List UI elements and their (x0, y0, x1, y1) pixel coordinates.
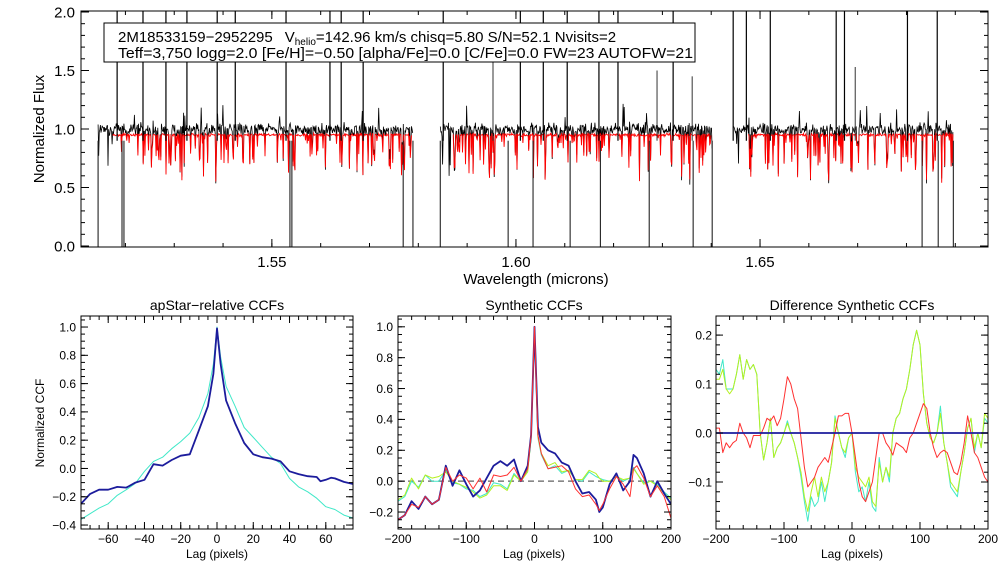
y-tick-label: 0.6 (376, 382, 393, 396)
apstar-title: apStar−relative CCFs (150, 297, 284, 313)
apstar-xlabel: Lag (pixels) (186, 547, 248, 561)
x-tick-label: −60 (98, 532, 119, 546)
plot-area (398, 325, 671, 521)
model-spectrum-line (747, 131, 954, 183)
y-tick-label: 0.0 (376, 474, 393, 488)
y-tick-label: −0.4 (52, 518, 76, 532)
apstar-ccf-panel: −60 −40 −20 0 20 40 60 −0.4 −0.2 0.0 0.2 0.4 0.6 0.8 1… (52, 315, 354, 546)
x-tick-label: 100 (910, 532, 930, 546)
y-tick-label: 1.0 (54, 121, 75, 138)
apstar-ylabel: Normalized CCF (33, 379, 47, 468)
synthetic-title: Synthetic CCFs (485, 297, 582, 313)
y-tick-label: 0.4 (59, 405, 76, 419)
annotation-line-2: Teff=3,750 logg=2.0 [Fe/H]=−0.50 [alpha/… (118, 45, 693, 62)
plot-area (81, 326, 353, 520)
x-tick-label: 0 (849, 532, 856, 546)
x-tick-label: −200 (702, 532, 729, 546)
x-tick-label: 0 (214, 532, 221, 546)
y-tick-label: 0.4 (376, 413, 393, 427)
spectrum-xlabel: Wavelength (microns) (463, 271, 608, 288)
y-tick-label: 1.0 (376, 320, 393, 334)
plot-frame (715, 315, 989, 530)
difference-title: Difference Synthetic CCFs (770, 297, 935, 313)
annotation-line-1: 2M18533159−2952295 Vhelio=142.96 km/s chi… (118, 29, 616, 48)
y-tick-label: −0.1 (688, 475, 712, 489)
y-tick-label: 0.2 (376, 444, 393, 458)
y-tick-label: 1.0 (59, 320, 76, 334)
ccf-series-red (398, 326, 671, 521)
star-id: 2M18533159−2952295 (118, 29, 273, 46)
x-tick-label: −100 (770, 532, 797, 546)
x-tick-label: 200 (978, 532, 998, 546)
v-subscript: helio (295, 37, 317, 48)
y-tick-label: 0.0 (54, 238, 75, 255)
ccf-series-visit-2 (81, 327, 353, 505)
x-tick-label: 1.60 (501, 254, 530, 271)
y-tick-label: 0.8 (59, 349, 76, 363)
difference-xlabel: Lag (pixels) (821, 547, 883, 561)
ccf-series-navy (398, 325, 671, 521)
difference-ccf-panel: −200 −100 0 100 200 −0.1 0.0 0.1 0.2 (688, 315, 998, 546)
plot-frame (80, 315, 354, 530)
x-tick-label: −40 (134, 532, 155, 546)
x-tick-label: −100 (453, 532, 480, 546)
y-tick-label: −0.2 (369, 505, 393, 519)
y-tick-label: 0.6 (59, 377, 76, 391)
x-tick-label: 20 (247, 532, 261, 546)
x-tick-label: −20 (171, 532, 192, 546)
y-tick-label: 0.0 (59, 462, 76, 476)
ccf-series-yellow-green (716, 329, 988, 512)
x-tick-label: 40 (283, 532, 297, 546)
x-tick-label: 0 (531, 532, 538, 546)
ccf-series-visit-1 (81, 326, 353, 520)
y-tick-label: 0.2 (695, 328, 712, 342)
synthetic-ccf-panel: −200 −100 0 100 200 −0.2 0.0 0.2 0.4 0.6 0.8 1.0 (369, 315, 681, 546)
model-spectrum-line (112, 131, 412, 182)
y-tick-label: 0.1 (695, 377, 712, 391)
x-tick-label: 60 (319, 532, 333, 546)
y-tick-label: 0.5 (54, 180, 75, 197)
ccf-series-red (716, 376, 988, 503)
y-tick-label: 0.0 (695, 426, 712, 440)
annotation-box (103, 22, 696, 63)
y-tick-label: 2.0 (54, 4, 75, 21)
y-tick-label: 0.2 (59, 433, 76, 447)
y-tick-label: −0.2 (52, 490, 76, 504)
x-tick-label: 1.65 (745, 254, 774, 271)
x-tick-label: −200 (384, 532, 411, 546)
x-tick-label: 200 (661, 532, 681, 546)
x-tick-label: 100 (593, 532, 613, 546)
synthetic-xlabel: Lag (pixels) (503, 547, 565, 561)
y-tick-label: 0.8 (376, 351, 393, 365)
model-spectrum-line (452, 131, 712, 182)
spectrum-ylabel: Normalized Flux (31, 74, 48, 183)
plot-area (716, 329, 988, 522)
x-tick-label: 1.55 (257, 254, 286, 271)
y-tick-label: 1.5 (54, 63, 75, 80)
observed-spectrum-line (97, 105, 414, 184)
ccf-series-cyan (716, 329, 988, 522)
